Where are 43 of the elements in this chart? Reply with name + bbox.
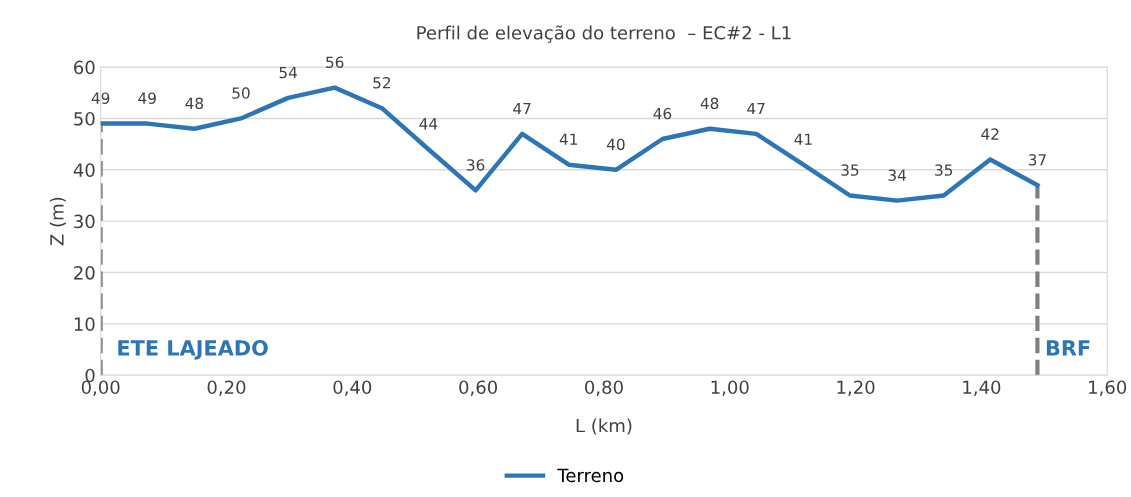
data-label: 37 <box>1028 154 1046 166</box>
y-tick-label: 10 <box>74 317 95 331</box>
x-tick-label: 0,20 <box>207 380 246 396</box>
data-label: 35 <box>935 164 953 176</box>
data-label: 48 <box>185 97 204 110</box>
data-label: 41 <box>559 133 578 145</box>
x-tick-label: 0,40 <box>333 380 372 396</box>
data-label: 48 <box>700 97 719 110</box>
y-tick-label: 30 <box>74 214 95 229</box>
data-label: 52 <box>373 77 391 89</box>
data-label: 40 <box>606 138 625 151</box>
y-tick-label: 40 <box>73 163 95 177</box>
x-tick-label: 0,60 <box>459 380 498 396</box>
data-label: 41 <box>794 133 812 145</box>
x-tick-label: 1,60 <box>1089 380 1127 396</box>
y-tick-label: 60 <box>74 60 95 75</box>
data-label: 44 <box>419 118 438 130</box>
data-label: 49 <box>91 92 110 104</box>
data-label: 35 <box>841 164 859 176</box>
ref-line-label: BRF <box>1046 340 1090 356</box>
y-tick-label: 0 <box>85 368 95 383</box>
ref-line-label: ETE LAJEADO <box>118 340 268 360</box>
x-axis-title: L (km) <box>576 418 632 435</box>
data-label: 56 <box>326 56 344 69</box>
data-label: 50 <box>232 87 250 99</box>
data-label: 54 <box>279 66 297 79</box>
data-label: 42 <box>981 128 999 140</box>
x-tick-label: 1,40 <box>963 380 1001 396</box>
data-label: 46 <box>653 107 672 120</box>
x-tick-label: 0,00 <box>81 380 120 396</box>
y-tick-label: 20 <box>74 265 95 280</box>
data-label: 36 <box>467 159 485 171</box>
x-tick-label: 1,00 <box>711 380 749 396</box>
chart-title: Perfil de elevação do terreno – EC#2 - L1 <box>417 25 791 43</box>
data-label: 47 <box>513 102 531 115</box>
y-tick-label: 50 <box>74 111 95 126</box>
x-tick-label: 0,80 <box>585 380 623 396</box>
data-label: 34 <box>888 169 906 181</box>
data-label: 49 <box>138 92 156 104</box>
legend-label: Terreno <box>557 468 624 483</box>
data-label: 47 <box>747 102 765 115</box>
x-tick-label: 1,20 <box>837 380 875 396</box>
y-axis-title: Z (m) <box>49 197 66 246</box>
